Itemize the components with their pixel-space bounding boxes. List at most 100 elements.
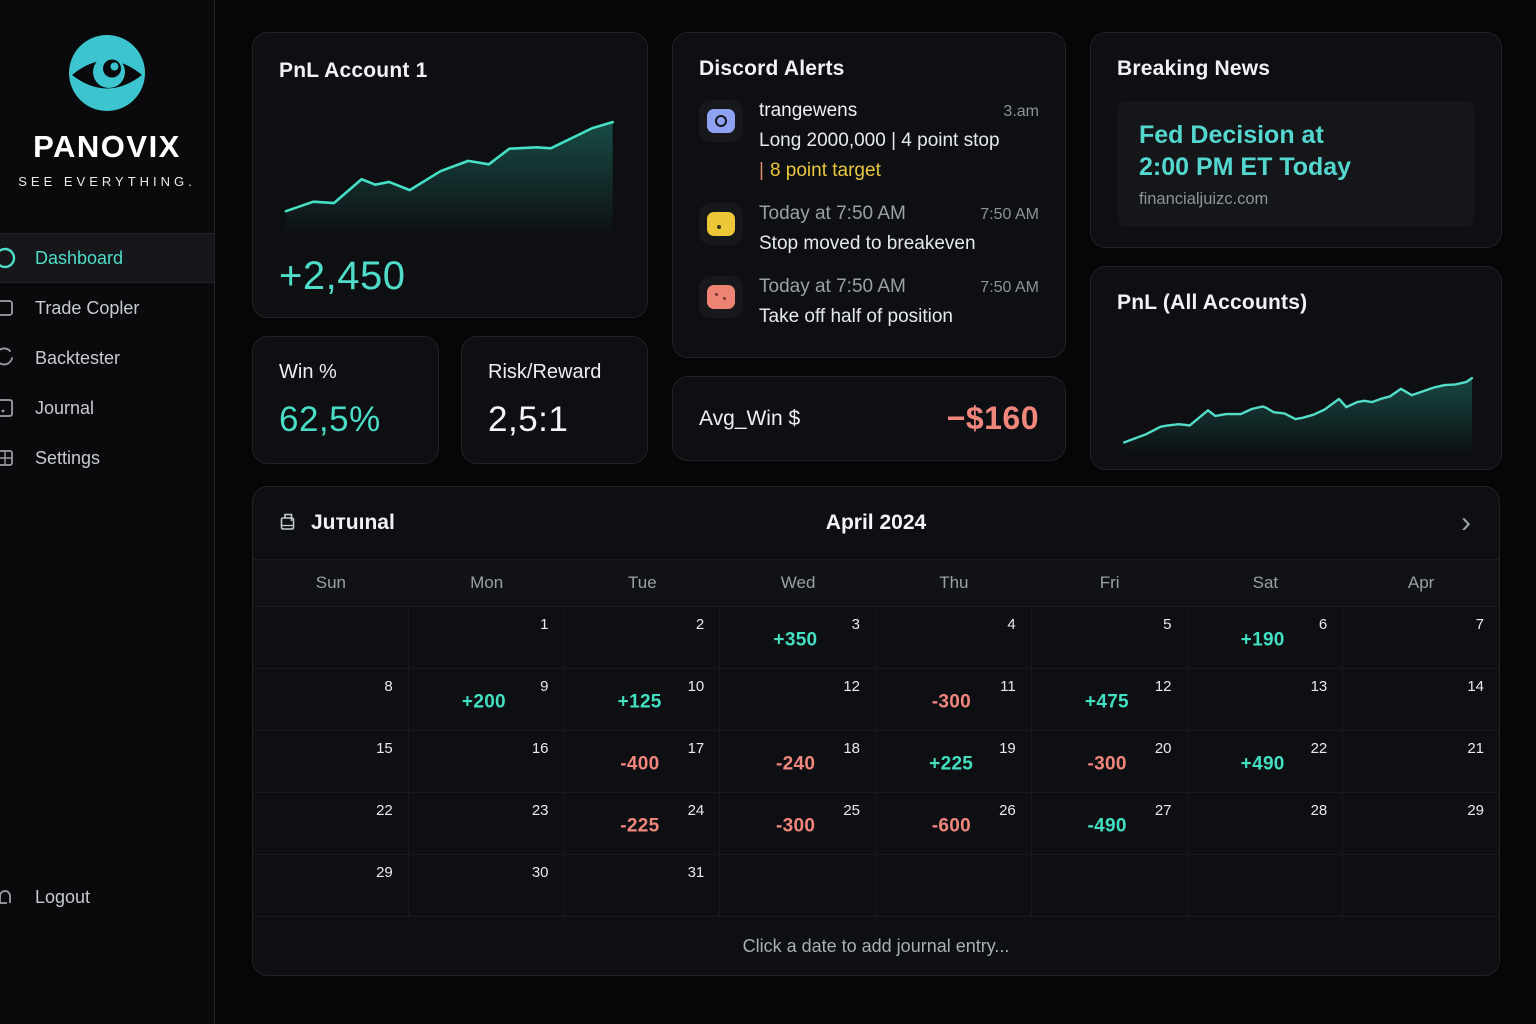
calendar-cell[interactable] — [253, 607, 409, 669]
calendar-cell[interactable] — [1187, 855, 1344, 917]
discord-alert-row[interactable]: trangewens 3.am Long 2000,000 | 4 point … — [699, 100, 1039, 182]
pnl-value: -225 — [620, 815, 660, 837]
calendar-cell[interactable]: 23 — [408, 793, 565, 855]
pnl-value: -240 — [776, 753, 816, 775]
calendar-cell[interactable]: 2 — [564, 607, 721, 669]
alert-author: Today at 7:50 AM — [759, 203, 906, 224]
chart-line — [286, 122, 613, 211]
red-badge-icon — [707, 285, 735, 309]
pnl-account1-chart — [279, 99, 623, 235]
sidebar-item-settings[interactable]: Settings — [0, 433, 214, 483]
pnl-all-accounts-title: PnL (All Accounts) — [1117, 291, 1308, 314]
calendar-cell[interactable]: 22 — [253, 793, 409, 855]
calendar-cell[interactable]: 30 — [408, 855, 565, 917]
sidebar-item-dashboard[interactable]: Dashboard — [0, 233, 214, 283]
win-rate-card: Win % 62,5% — [252, 336, 439, 464]
calendar-cell[interactable]: +490 22 — [1187, 731, 1344, 793]
calendar-month-label: April 2024 — [825, 511, 927, 534]
calendar-cell[interactable]: 8 — [253, 669, 409, 731]
calendar-cell[interactable] — [720, 855, 876, 917]
sidebar-item-label: Trade Copler — [35, 297, 140, 318]
sidebar-item-logout[interactable]: Logout — [0, 872, 214, 922]
breaking-news-title: Breaking News — [1117, 57, 1271, 80]
day-number: 22 — [376, 802, 393, 819]
calendar-cell[interactable]: 12 — [720, 669, 876, 731]
win-rate-value: 62,5% — [279, 400, 381, 439]
discord-alerts-title: Discord Alerts — [699, 57, 845, 80]
calendar-cell[interactable]: 29 — [253, 855, 409, 917]
calendar-cell[interactable]: -600 26 — [876, 793, 1032, 855]
pnl-value: -300 — [1087, 753, 1127, 775]
avg-win-value: −$160 — [946, 400, 1039, 436]
calendar-cell[interactable]: +125 10 — [564, 669, 721, 731]
calendar-cell[interactable]: 15 — [253, 731, 409, 793]
sidebar-item-journal[interactable]: Journal — [0, 383, 214, 433]
day-number: 31 — [687, 864, 705, 881]
calendar-cell[interactable]: -400 17 — [564, 731, 721, 793]
calendar-footer-hint: Click a date to add journal entry... — [742, 935, 1010, 956]
discord-alert-row[interactable]: Today at 7:50 AM 7:50 AM Stop moved to b… — [699, 203, 1039, 255]
calendar-cell[interactable]: 31 — [564, 855, 721, 917]
news-headline-line2: 2:00 PM ET Today — [1139, 153, 1352, 181]
day-number: 3 — [851, 616, 860, 633]
day-number: 6 — [1318, 616, 1328, 633]
calendar-cell[interactable] — [1343, 855, 1499, 917]
news-source: financialjuizc.com — [1139, 190, 1269, 208]
calendar-cell[interactable]: -225 24 — [564, 793, 721, 855]
calendar-cell[interactable]: 28 — [1187, 793, 1344, 855]
calendar-cell[interactable]: 4 — [876, 607, 1032, 669]
risk-reward-label: Risk/Reward — [488, 361, 602, 383]
avg-win-label: Avg_Win $ — [699, 406, 801, 430]
news-headline-line1: Fed Decision at — [1139, 121, 1324, 149]
day-number: 29 — [376, 864, 393, 881]
alert-avatar — [699, 203, 743, 245]
calendar-cell[interactable]: 21 — [1343, 731, 1499, 793]
pnl-value: -300 — [776, 815, 816, 837]
day-number: 26 — [999, 802, 1016, 819]
next-month-chevron-icon[interactable]: › — [1461, 506, 1471, 539]
main-content: PnL Account 1 +2,450 Win % 62, — [215, 0, 1536, 976]
day-number: 23 — [531, 802, 549, 819]
day-number: 16 — [531, 740, 549, 757]
journal-icon — [280, 513, 295, 530]
sidebar-item-trade-copler[interactable]: Trade Copler — [0, 283, 214, 333]
calendar-cell[interactable]: -300 25 — [720, 793, 876, 855]
calendar-cell[interactable]: -240 18 — [720, 731, 876, 793]
discord-alert-row[interactable]: Today at 7:50 AM 7:50 AM Take off half o… — [699, 276, 1039, 328]
calendar-cell[interactable]: 5 — [1031, 607, 1188, 669]
day-header-row: Sun Mon Tue Wed Thu Fri Sat Apr — [253, 559, 1499, 607]
calendar-cell[interactable]: +190 6 — [1187, 607, 1344, 669]
calendar-cell[interactable]: +200 9 — [408, 669, 565, 731]
calendar-cell[interactable]: 1 — [408, 607, 565, 669]
calendar-cell[interactable]: 16 — [408, 731, 565, 793]
gauge-circle-icon — [0, 246, 19, 270]
sidebar-menu: Dashboard Trade Copler Backtester Journa… — [0, 233, 214, 483]
sidebar-item-backtester[interactable]: Backtester — [0, 333, 214, 383]
calendar-cell[interactable]: +225 19 — [876, 731, 1032, 793]
calendar-cell[interactable]: +350 3 — [720, 607, 876, 669]
day-header: Wed — [780, 573, 816, 592]
calendar-cell[interactable]: 29 — [1343, 793, 1499, 855]
calendar-cell[interactable]: -300 20 — [1031, 731, 1188, 793]
calendar-cell[interactable]: 14 — [1343, 669, 1499, 731]
calendar-cell[interactable]: -490 27 — [1031, 793, 1188, 855]
day-number: 29 — [1467, 802, 1484, 819]
calendar-cell[interactable]: -300 11 — [876, 669, 1032, 731]
blue-circle-badge-icon — [707, 109, 735, 133]
risk-reward-card: Risk/Reward 2,5:1 — [461, 336, 648, 464]
calendar-cell[interactable]: 7 — [1343, 607, 1499, 669]
day-number: 12 — [1154, 678, 1172, 695]
calendar-cell[interactable]: +475 12 — [1031, 669, 1188, 731]
news-item[interactable]: Fed Decision at 2:00 PM ET Today financi… — [1117, 101, 1475, 227]
day-number: 1 — [540, 616, 549, 633]
pnl-value: +475 — [1084, 691, 1129, 713]
alert-message: Take off half of position — [759, 306, 953, 327]
calendar-cell[interactable] — [1031, 855, 1188, 917]
alert-message: Long 2000,000 | 4 point stop — [759, 130, 1000, 151]
day-header: Sun — [315, 573, 346, 592]
discord-alerts-card: Discord Alerts trangewens 3.am Long 2000… — [672, 32, 1066, 358]
calendar-cell[interactable] — [876, 855, 1032, 917]
calendar-cell[interactable]: 13 — [1187, 669, 1344, 731]
day-header: Sat — [1252, 573, 1279, 592]
calendar-grid: 1 2 +350 3 4 5 +190 6 7 8 +200 9 +125 10 12 -300 11 +475 1… — [253, 607, 1499, 917]
